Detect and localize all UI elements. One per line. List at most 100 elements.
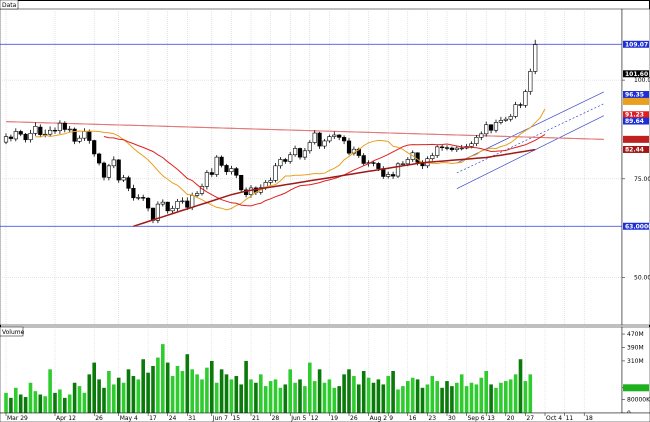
- volume-bar: [352, 376, 356, 413]
- volume-bar: [190, 369, 194, 413]
- volume-bar: [205, 367, 209, 413]
- candle-body: [479, 133, 484, 138]
- volume-bar: [474, 384, 479, 413]
- price-tag-label: 101.60: [625, 71, 648, 78]
- volume-bar: [249, 379, 253, 413]
- volume-bar: [303, 386, 307, 413]
- volume-bar: [283, 384, 288, 413]
- candle-body: [435, 146, 440, 156]
- x-tick-label: 21: [252, 415, 260, 422]
- price-tag-label: 109.07: [625, 41, 648, 48]
- volume-bar: [327, 379, 332, 413]
- candle-body: [160, 201, 165, 205]
- x-tick-label: 11: [566, 415, 574, 422]
- volume-bar: [200, 379, 204, 413]
- candle-body: [327, 136, 332, 142]
- x-tick-label: 27: [526, 415, 534, 422]
- volume-current-tag: [623, 384, 649, 392]
- volume-bar: [4, 392, 8, 413]
- volume-bar: [23, 397, 28, 413]
- volume-bar: [523, 381, 528, 413]
- channel-line-mid: [456, 103, 604, 174]
- candle-body: [528, 71, 533, 92]
- x-tick-label: May 4: [120, 415, 138, 422]
- candle-body: [3, 136, 9, 143]
- candle-body: [307, 142, 312, 152]
- candle-body: [498, 120, 504, 123]
- candle-body: [195, 193, 200, 196]
- candle-body: [180, 200, 185, 203]
- channel-line-lower: [456, 115, 604, 190]
- candle-body: [8, 136, 14, 139]
- volume-bar: [28, 382, 33, 413]
- trendline: [5, 121, 604, 140]
- candle-body: [131, 188, 136, 199]
- volume-bar: [263, 386, 268, 413]
- volume-bar: [435, 381, 439, 413]
- x-tick-label: 16: [409, 415, 417, 422]
- candle-body: [121, 177, 126, 181]
- candle-body: [386, 174, 391, 177]
- volume-bar: [63, 397, 67, 413]
- candle-body: [430, 155, 435, 160]
- volume-bar: [391, 371, 395, 413]
- candle-body: [234, 168, 239, 176]
- volume-bar: [121, 382, 126, 413]
- candle-body: [92, 140, 97, 155]
- candle-body: [47, 129, 53, 135]
- x-tick-label: 28: [272, 415, 280, 422]
- y-tick-label: 75.00: [634, 176, 650, 183]
- candle-body: [111, 159, 116, 167]
- volume-bar: [332, 387, 337, 413]
- volume-bar: [180, 371, 185, 413]
- moving-average-10: [35, 108, 546, 211]
- price-panel-title-box: [0, 0, 19, 10]
- date-axis: Mar 29 Apr 12 26 May 4 17 24 31 Jun 7 15 21 28 Jun …: [0, 412, 650, 422]
- candle-body: [278, 159, 283, 167]
- x-tick-label: Sep 6: [468, 415, 485, 422]
- candle-body: [283, 159, 288, 162]
- volume-bar: [254, 382, 258, 413]
- volume-bar: [445, 381, 449, 413]
- x-tick-label: 26: [350, 415, 358, 422]
- volume-bar: [499, 382, 503, 413]
- volume-bar: [239, 384, 243, 413]
- price-tag-label: 63.0000: [625, 223, 650, 230]
- x-tick-label: Mar 29: [7, 415, 28, 422]
- candle-body: [332, 134, 337, 137]
- price-tag: [623, 97, 649, 105]
- volume-axis-area[interactable]: [621, 326, 650, 414]
- x-tick-label: 17: [149, 415, 157, 422]
- volume-bar: [14, 387, 18, 413]
- volume-bar: [513, 374, 518, 413]
- volume-bar: [347, 369, 351, 413]
- candle-body: [337, 134, 342, 138]
- volume-bar: [107, 371, 111, 413]
- volume-bar: [366, 377, 371, 413]
- candle-body: [204, 172, 210, 187]
- price-tag-label: 94.60: [625, 98, 644, 105]
- volume-bar: [9, 397, 13, 413]
- volume-bar: [170, 376, 175, 413]
- x-tick-label: 18: [585, 415, 593, 422]
- volume-tick-label: 310M: [627, 358, 644, 365]
- volume-bar: [518, 359, 523, 413]
- candle-body: [518, 104, 523, 106]
- candle-body: [229, 168, 234, 173]
- volume-bar: [185, 354, 190, 413]
- price-tag: [623, 222, 649, 230]
- candle-body: [268, 180, 273, 183]
- date-axis-area: [0, 412, 650, 422]
- candle-body: [185, 200, 190, 208]
- price-panel-title: Data: [2, 2, 17, 9]
- volume-panel-title: Volume: [2, 329, 25, 336]
- volume-bar: [420, 387, 425, 413]
- price-axis-area[interactable]: [621, 8, 650, 326]
- volume-tick-label: 390M: [627, 344, 644, 351]
- price-tag: [623, 40, 649, 48]
- volume-bar: [131, 376, 136, 413]
- volume-panel[interactable]: 470M390M310M150M80000K0 Volume: [0, 326, 650, 417]
- candle-body: [72, 128, 77, 142]
- candle-body: [155, 203, 161, 221]
